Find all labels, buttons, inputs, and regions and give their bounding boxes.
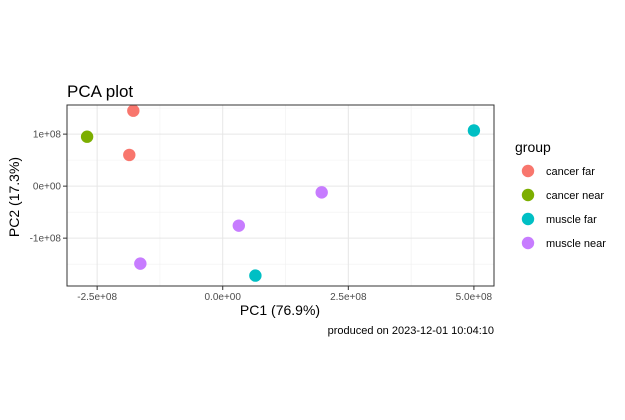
data-point-muscle-near	[315, 186, 328, 199]
y-tick-label: 0e+00	[33, 182, 62, 193]
data-point-muscle-far	[467, 124, 481, 137]
legend-key	[521, 236, 535, 250]
chart-caption: produced on 2023-12-01 10:04:10	[328, 325, 494, 337]
legend: group cancer far cancer near muscle far mus…	[515, 139, 606, 250]
data-point-cancer-far	[127, 104, 140, 117]
legend-key	[521, 164, 535, 178]
x-axis-label: PC1 (76.9%)	[240, 302, 320, 318]
x-tick-label: 5.0e+08	[456, 292, 493, 303]
data-point-cancer-far	[123, 148, 136, 162]
legend-key	[521, 212, 535, 226]
legend-label: cancer near	[546, 190, 604, 202]
plot-background	[67, 105, 494, 286]
data-point-muscle-near	[134, 257, 147, 270]
legend-title: group	[515, 139, 551, 155]
plot-panel: -2.5e+08 0.0e+00 2.5e+08 5.0e+08 1e+08 0e+00 -…	[30, 104, 495, 303]
legend-label: cancer far	[546, 166, 595, 178]
chart-title: PCA plot	[67, 82, 133, 101]
y-axis-label: PC2 (17.3%)	[6, 157, 22, 237]
data-point-muscle-near	[232, 219, 246, 232]
legend-label: muscle far	[546, 214, 597, 226]
data-point-muscle-far	[249, 269, 262, 282]
x-tick-label: 2.5e+08	[330, 292, 367, 303]
x-tick-label: 0.0e+00	[205, 292, 242, 303]
plot-border	[66, 104, 495, 287]
y-tick-label: 1e+08	[33, 130, 62, 141]
y-tick-label: -1e+08	[30, 234, 62, 245]
data-point-cancer-near	[80, 130, 94, 143]
x-tick-label: -2.5e+08	[77, 292, 117, 303]
legend-key	[521, 188, 535, 202]
legend-label: muscle near	[546, 238, 606, 250]
